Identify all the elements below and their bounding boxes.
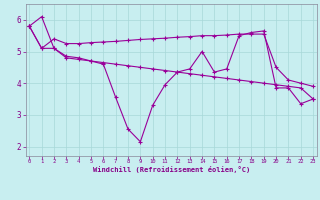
X-axis label: Windchill (Refroidissement éolien,°C): Windchill (Refroidissement éolien,°C) (92, 166, 250, 173)
